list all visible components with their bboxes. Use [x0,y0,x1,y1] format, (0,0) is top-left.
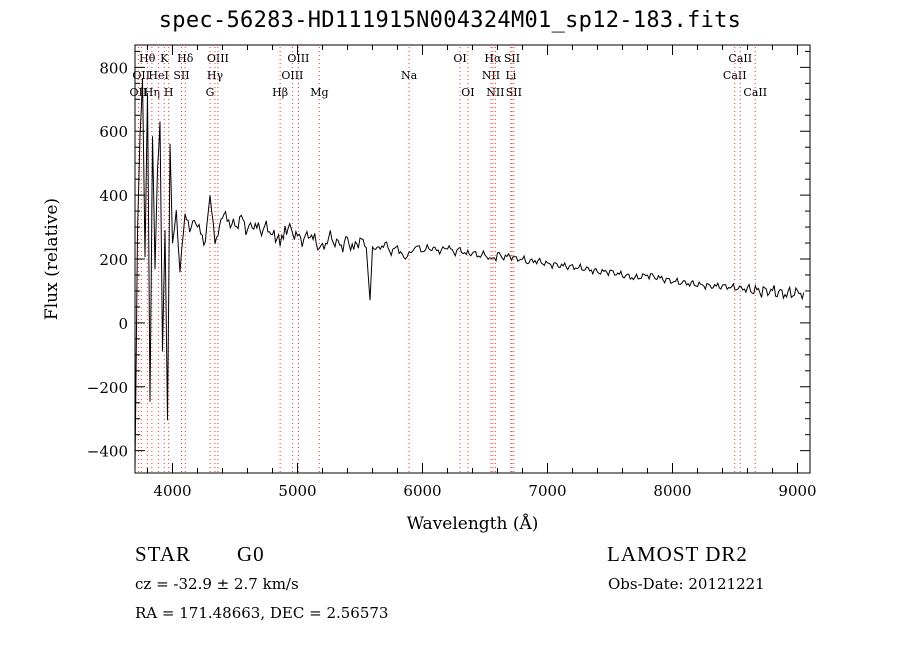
chart-title: spec-56283-HD111915N004324M01_sp12-183.f… [158,8,742,33]
line-label: NII [482,69,500,82]
y-axis-label: Flux (relative) [42,198,62,320]
observation-date: Obs-Date: 20121221 [608,575,765,593]
line-label: SII [504,52,520,65]
spectrum-line [134,78,805,470]
object-subclass: G0 [237,542,265,566]
line-label: OIII [281,69,303,82]
axis-tick-labels: 4000 5000 6000 7000 8000 9000 −400 −200 0 200 400 6… [87,59,817,500]
line-label: Hθ [139,52,156,65]
line-label: OIII [287,52,309,65]
x-tick-label: 9000 [778,482,816,500]
y-tick-label: −200 [87,379,128,397]
line-label: SII [173,69,189,82]
line-label: OI [461,86,474,99]
x-axis-label: Wavelength (Å) [407,513,539,534]
plot-frame [134,44,811,474]
y-tick-label: 200 [99,251,128,269]
y-tick-label: 800 [99,59,128,77]
line-label: CaII [728,52,752,65]
line-label: CaII [723,69,747,82]
axis-ticks [135,45,810,473]
object-class: STAR [135,542,191,566]
line-label: CaII [743,86,767,99]
x-tick-label: 5000 [278,482,316,500]
line-label: H [164,86,174,99]
line-label: Na [401,69,418,82]
line-label: K [160,52,169,65]
line-label: Hδ [177,52,194,65]
line-label: G [206,86,215,99]
line-label: Hγ [207,69,224,82]
spectrum-series [134,78,805,470]
y-tick-label: −400 [87,443,128,461]
y-tick-label: 0 [118,315,128,333]
x-tick-label: 6000 [403,482,441,500]
line-label: Li [505,69,516,82]
y-tick-label: 400 [99,187,128,205]
emission-line-markers: OIIOIIHθHηHeIKHSIIHδGHγOIIIHβOIIIOIIIMgN… [130,47,767,473]
line-label: Hβ [272,86,288,99]
line-label: HeI [148,69,168,82]
line-label: OIII [207,52,229,65]
x-tick-label: 4000 [153,482,191,500]
coordinates: RA = 171.48663, DEC = 2.56573 [135,604,389,622]
redshift-value: cz = -32.9 ± 2.7 km/s [135,575,299,593]
line-label: SII [506,86,522,99]
x-tick-label: 7000 [528,482,566,500]
survey-name: LAMOST DR2 [607,542,748,566]
line-label: Mg [310,86,328,99]
line-label: Hα [484,52,502,65]
line-label: OII [132,69,150,82]
line-label: Hη [144,86,160,99]
line-label: NII [486,86,504,99]
line-label: OI [453,52,466,65]
y-tick-label: 600 [99,123,128,141]
x-tick-label: 8000 [653,482,691,500]
